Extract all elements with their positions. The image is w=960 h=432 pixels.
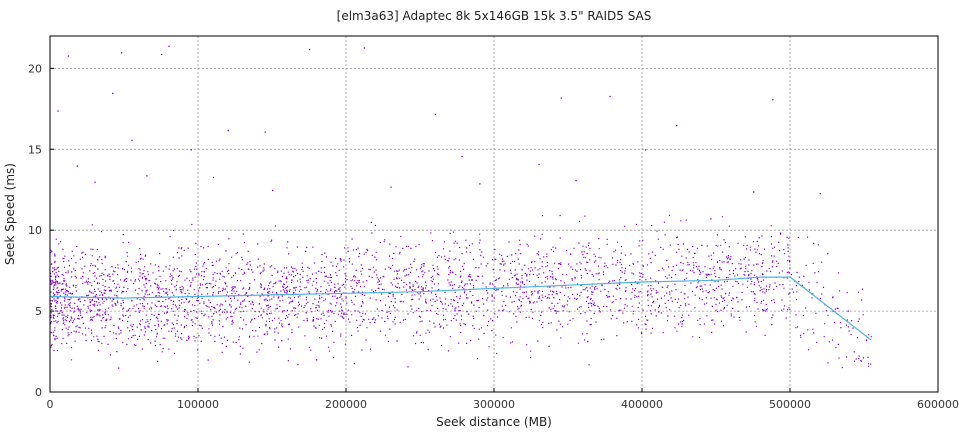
y-tick-label: 15 bbox=[28, 143, 42, 156]
trend-line bbox=[49, 276, 872, 341]
y-tick-label: 20 bbox=[28, 62, 42, 75]
outlier-point bbox=[131, 139, 133, 141]
scatter-cloud bbox=[50, 214, 872, 369]
outlier-point bbox=[161, 53, 163, 56]
outlier-point bbox=[390, 186, 392, 188]
outlier-point bbox=[461, 155, 463, 158]
outlier-point bbox=[479, 183, 481, 185]
x-tick-label: 200000 bbox=[325, 398, 367, 411]
y-tick-label: 5 bbox=[35, 305, 42, 318]
x-axis-title: Seek distance (MB) bbox=[436, 415, 552, 429]
outlier-point bbox=[538, 163, 540, 166]
outlier-point bbox=[227, 129, 229, 132]
outlier-point bbox=[94, 181, 96, 183]
outlier-point bbox=[609, 95, 611, 98]
outlier-point bbox=[434, 113, 437, 115]
x-tick-label: 300000 bbox=[473, 398, 515, 411]
y-axis-ticks: 0 5 10 15 20 bbox=[28, 62, 54, 399]
outlier-point bbox=[819, 192, 821, 195]
outlier-point bbox=[363, 47, 366, 49]
outlier-point bbox=[644, 149, 647, 151]
scatter-points bbox=[50, 45, 872, 369]
trend-line-group bbox=[49, 276, 872, 341]
outlier-point bbox=[112, 92, 114, 94]
outlier-point bbox=[272, 189, 274, 192]
grid bbox=[50, 36, 938, 392]
x-tick-label: 0 bbox=[47, 398, 54, 411]
x-tick-label: 100000 bbox=[177, 398, 219, 411]
y-axis-title: Seek Speed (ms) bbox=[3, 163, 17, 265]
outlier-point bbox=[168, 45, 170, 48]
outlier-point bbox=[575, 180, 577, 182]
outlier-point bbox=[772, 99, 774, 101]
outlier-point bbox=[264, 131, 266, 133]
x-tick-label: 400000 bbox=[621, 398, 663, 411]
outlier-point bbox=[146, 175, 148, 177]
outlier-point bbox=[76, 165, 78, 167]
outlier-point bbox=[190, 149, 192, 151]
outlier-point bbox=[753, 191, 755, 193]
outlier-point bbox=[57, 110, 59, 112]
outlier-point bbox=[212, 176, 215, 179]
x-tick-label: 600000 bbox=[917, 398, 959, 411]
outlier-point bbox=[309, 48, 311, 51]
x-axis-ticks: 0 100000 200000 300000 400000 500000 600000 bbox=[47, 388, 959, 411]
outlier-point bbox=[121, 52, 123, 54]
outlier-point bbox=[560, 97, 562, 99]
x-tick-label: 500000 bbox=[769, 398, 811, 411]
y-tick-label: 0 bbox=[35, 386, 42, 399]
y-tick-label: 10 bbox=[28, 224, 42, 237]
outlier-point bbox=[67, 55, 70, 57]
outlier-point bbox=[676, 125, 678, 127]
chart-title: [elm3a63] Adaptec 8k 5x146GB 15k 3.5" RA… bbox=[337, 9, 652, 23]
